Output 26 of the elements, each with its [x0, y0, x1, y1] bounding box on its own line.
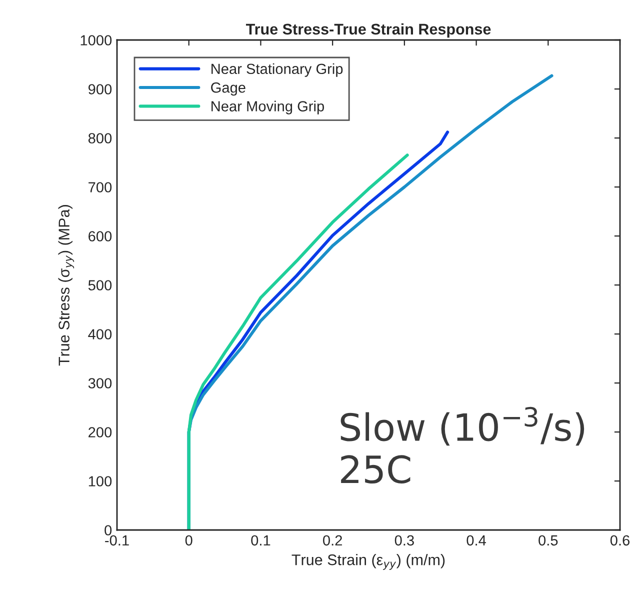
x-tick-label: -0.1 [105, 535, 129, 546]
legend-label: Near Moving Grip [212, 100, 324, 114]
y-tick-label: 200 [88, 427, 112, 438]
legend-label: Near Stationary Grip [212, 63, 343, 77]
y-tick-label: 800 [88, 133, 112, 144]
chart-title: True Stress-True Strain Response [246, 23, 491, 38]
x-axis-title: True Strain (ε$_{yy}$) (m/m) [292, 554, 445, 570]
y-axis-title: True Stress (σ$_{yy}$) (MPa) [58, 205, 74, 366]
y-tick-label: 900 [88, 84, 112, 94]
x-tick-label: 0.6 [610, 535, 630, 546]
y-tick-label: 1000 [80, 35, 112, 46]
y-tick-label: 0 [104, 525, 112, 536]
y-tick-label: 100 [88, 476, 112, 486]
y-tick-label: 400 [88, 329, 112, 340]
x-tick-label: 0.1 [251, 535, 270, 546]
y-tick-label: 600 [88, 231, 112, 242]
x-tick-label: 0 [185, 535, 192, 546]
text: Slow (10$^{−3}$/s) 25C [340, 406, 584, 484]
y-tick-label: 700 [88, 182, 112, 192]
y-tick-label: 500 [88, 280, 112, 290]
x-tick-label: 0.3 [394, 535, 414, 546]
legend-label: Gage [211, 82, 246, 96]
x-tick-label: 0.5 [538, 535, 558, 546]
x-tick-label: 0.2 [323, 535, 342, 546]
x-tick-label: 0.4 [466, 535, 486, 546]
y-tick-label: 300 [88, 378, 112, 388]
